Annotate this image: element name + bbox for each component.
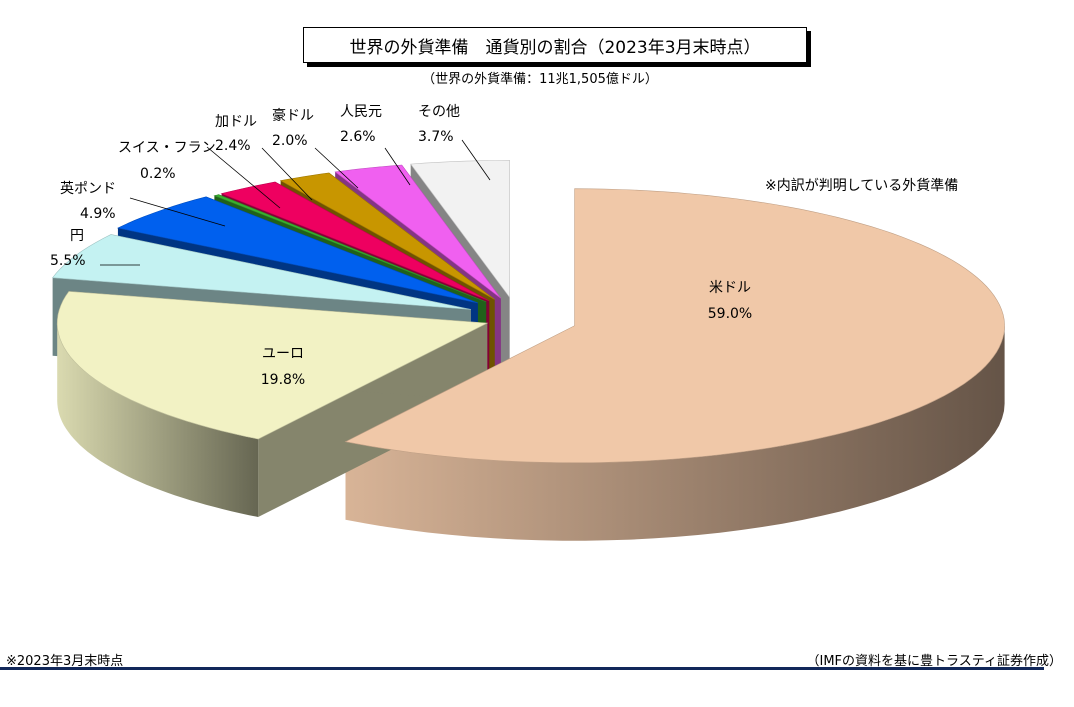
- pie-slice-0: [344, 188, 1005, 463]
- slice-value-label: 2.6%: [340, 129, 376, 145]
- slice-name-label: 円: [70, 228, 84, 244]
- slice-value-label: 3.7%: [418, 129, 454, 145]
- footer-date-note: ※2023年3月末時点: [6, 654, 124, 669]
- footer-rule: [0, 667, 1044, 670]
- pie-slice-4: [213, 194, 487, 303]
- slice-value-label: 19.8%: [261, 372, 305, 388]
- slice-name-label: 米ドル: [709, 280, 751, 296]
- slice-name-label: ユーロ: [262, 346, 304, 362]
- footer-source: （IMFの資料を基に豊トラスティ証券作成）: [806, 654, 1063, 669]
- leader-line: [461, 139, 491, 181]
- slice-name-label: 加ドル: [215, 114, 257, 130]
- slice-name-label: スイス・フラン: [118, 140, 216, 156]
- leader-line: [384, 147, 411, 186]
- slice-name-label: 人民元: [340, 104, 382, 120]
- pie-slice-5: [220, 181, 490, 302]
- slice-value-label: 2.0%: [272, 133, 308, 149]
- slice-value-label: 59.0%: [708, 306, 752, 322]
- leader-line: [314, 147, 359, 189]
- slice-name-label: 豪ドル: [272, 108, 314, 124]
- chart-title: 世界の外貨準備 通貨別の割合（2023年3月末時点）: [303, 27, 807, 63]
- chart-subtitle: （世界の外貨準備：11兆1,505億ドル）: [422, 72, 658, 87]
- pie-chart: 米ドル 59.0% ユーロ 19.8% 円 5.5% 英ポンド 4.9% スイス・フラン 0.2%…: [50, 104, 1005, 541]
- pie-slice-8: [410, 160, 511, 299]
- leader-line: [206, 146, 281, 209]
- slice-value-label: 0.2%: [140, 166, 176, 182]
- pie-slice-6: [279, 172, 495, 300]
- slice-value-label: 5.5%: [50, 253, 86, 269]
- pie-slice-7: [334, 164, 502, 299]
- pie-slice-1: [56, 291, 489, 440]
- chart-note: ※内訳が判明している外貨準備: [765, 177, 958, 194]
- slice-name-label: その他: [418, 104, 460, 120]
- pie-slice-rim: [345, 325, 1005, 541]
- slice-name-label: 英ポンド: [60, 180, 116, 197]
- pie-slice-rim: [57, 323, 259, 517]
- leader-line: [129, 197, 226, 227]
- slice-value-label: 2.4%: [215, 138, 251, 154]
- pie-slice-3: [116, 196, 478, 304]
- slice-value-label: 4.9%: [80, 206, 116, 222]
- pie-slice-2: [52, 234, 471, 310]
- leader-line: [261, 147, 313, 201]
